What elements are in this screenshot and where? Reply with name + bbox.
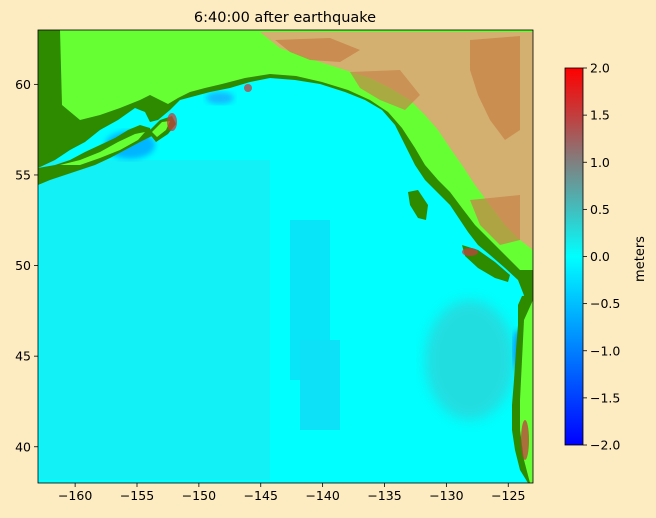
- x-tick-label: −130: [429, 488, 463, 503]
- colorbar-ticks: 2.0 1.5 1.0 0.5 0.0 −0.5 −1.0 −1.5 −2.0: [583, 61, 620, 453]
- colorbar-tick-label: 0.5: [590, 202, 610, 217]
- colorbar-tick-label: −1.0: [590, 343, 620, 358]
- map-frame: [37, 29, 534, 484]
- x-tick-label: −140: [305, 488, 339, 503]
- y-tick-label: 45: [15, 349, 31, 364]
- x-tick-label: −155: [120, 488, 154, 503]
- x-axis-ticks: −160 −155 −150 −145 −140 −135 −130 −125: [58, 483, 525, 503]
- x-tick-label: −160: [58, 488, 92, 503]
- coastal-anomalies: [167, 84, 529, 460]
- y-axis-ticks: 40 45 50 55 60: [15, 77, 38, 454]
- y-tick-label: 60: [15, 77, 31, 92]
- haida-gwaii: [408, 190, 428, 220]
- y-tick-label: 50: [15, 258, 31, 273]
- colorbar-tick-label: −1.5: [590, 390, 620, 405]
- colorbar-tick-label: 2.0: [590, 61, 610, 76]
- x-tick-label: −125: [491, 488, 525, 503]
- map-axes: [38, 30, 533, 483]
- colorbar-tick-label: −2.0: [590, 438, 620, 453]
- y-tick-label: 55: [15, 167, 31, 182]
- wave-field: [40, 92, 523, 480]
- colorbar-label: meters: [633, 236, 648, 282]
- colorbar-tick-label: 1.0: [590, 155, 610, 170]
- colorbar-tick-label: −0.5: [590, 296, 620, 311]
- y-tick-label: 40: [15, 439, 31, 454]
- x-tick-label: −135: [367, 488, 401, 503]
- colorbar: [564, 67, 584, 446]
- land: [38, 30, 533, 483]
- x-tick-label: −150: [182, 488, 216, 503]
- colorbar-tick-label: 1.5: [590, 108, 610, 123]
- map-title: 6:40:00 after earthquake: [194, 10, 376, 26]
- x-tick-label: −145: [244, 488, 278, 503]
- colorbar-tick-label: 0.0: [590, 249, 610, 264]
